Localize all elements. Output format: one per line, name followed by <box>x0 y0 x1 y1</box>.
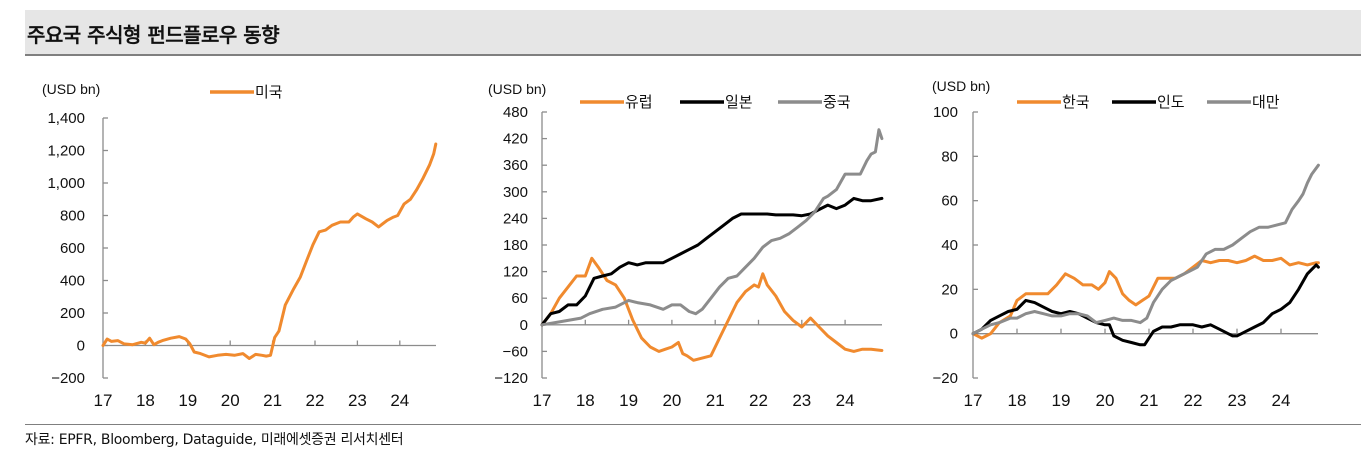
unit-label: (USD bn) <box>42 81 100 97</box>
x-tick-label: 22 <box>1184 391 1203 410</box>
y-tick-label: 100 <box>933 104 958 121</box>
y-tick-label: 800 <box>60 208 85 225</box>
chart-europe-japan-china: (USD bn) 480 420 360 300 240 180 120 60 0 −60 −120 1… <box>488 81 884 410</box>
unit-label: (USD bn) <box>932 78 990 94</box>
y-tick-label: −20 <box>933 370 958 387</box>
y-tick-label: 20 <box>941 281 958 298</box>
x-tick-label: 22 <box>749 391 768 410</box>
x-tick-label: 24 <box>1272 391 1291 410</box>
series-line-중국 <box>540 128 884 327</box>
x-tick-label: 18 <box>1008 391 1027 410</box>
series-line-한국 <box>971 254 1320 340</box>
y-tick-label: 0 <box>950 326 958 343</box>
y-tick-label: 360 <box>503 157 528 174</box>
series-line-일본 <box>540 196 884 327</box>
series-line-유럽 <box>540 256 884 362</box>
x-tick-label: 24 <box>836 391 855 410</box>
x-tick-label: 20 <box>662 391 681 410</box>
chart-us: (USD bn) 1,400 1,200 1,000 800 600 400 200 0 −200… <box>42 81 438 410</box>
y-tick-label: 1,400 <box>47 110 85 127</box>
y-tick-label: 400 <box>60 273 85 290</box>
y-tick-label: 40 <box>941 237 958 254</box>
unit-label: (USD bn) <box>488 81 546 97</box>
y-tick-label: 420 <box>503 131 528 148</box>
legend-label: 유럽 <box>625 93 653 111</box>
title-bar: 주요국 주식형 펀드플로우 동향 <box>25 10 1361 56</box>
x-tick-label: 21 <box>706 391 725 410</box>
legend-label: 중국 <box>823 93 851 111</box>
x-tick-label: 18 <box>136 391 155 410</box>
y-tick-label: 200 <box>60 305 85 322</box>
chart-korea-india-taiwan: (USD bn) 100 80 60 40 20 0 −20 17 18 19 20 21 22 23 24 한… <box>932 78 1320 410</box>
x-tick-label: 21 <box>263 391 282 410</box>
legend-label: 미국 <box>255 83 283 101</box>
y-tick-label: 1,000 <box>47 175 85 192</box>
x-tick-label: 23 <box>792 391 811 410</box>
legend-label: 한국 <box>1062 93 1090 111</box>
y-tick-label: −120 <box>494 370 528 387</box>
x-tick-label: 22 <box>306 391 325 410</box>
y-tick-label: −200 <box>51 370 85 387</box>
x-tick-label: 23 <box>1228 391 1247 410</box>
y-tick-label: 180 <box>503 237 528 254</box>
y-tick-label: 120 <box>503 264 528 281</box>
series-line-미국 <box>101 142 438 360</box>
series-line-대만 <box>971 163 1320 336</box>
footer-divider <box>25 424 1361 425</box>
y-tick-label: 60 <box>511 290 528 307</box>
y-tick-label: 300 <box>503 184 528 201</box>
y-tick-label: 0 <box>77 338 85 355</box>
y-tick-label: 80 <box>941 148 958 165</box>
x-tick-label: 24 <box>390 391 409 410</box>
y-tick-label: 0 <box>520 317 528 334</box>
y-tick-label: 240 <box>503 210 528 227</box>
y-tick-label: 480 <box>503 104 528 121</box>
x-tick-label: 19 <box>178 391 197 410</box>
x-tick-label: 19 <box>619 391 638 410</box>
x-tick-label: 20 <box>221 391 240 410</box>
x-tick-label: 19 <box>1052 391 1071 410</box>
x-tick-label: 21 <box>1140 391 1159 410</box>
y-tick-label: 1,200 <box>47 143 85 160</box>
legend-label: 인도 <box>1157 93 1185 111</box>
page-title: 주요국 주식형 펀드플로우 동향 <box>27 23 280 47</box>
y-tick-label: −60 <box>503 343 528 360</box>
source-note: 자료: EPFR, Bloomberg, Dataguide, 미래에셋증권 리… <box>25 432 404 448</box>
x-tick-label: 17 <box>964 391 983 410</box>
x-tick-label: 23 <box>348 391 367 410</box>
legend-label: 일본 <box>725 93 753 111</box>
x-tick-label: 17 <box>533 391 552 410</box>
y-tick-label: 600 <box>60 240 85 257</box>
x-tick-label: 17 <box>94 391 113 410</box>
legend-label: 대만 <box>1252 93 1280 111</box>
series-line-인도 <box>971 263 1320 347</box>
x-tick-label: 18 <box>576 391 595 410</box>
x-tick-label: 20 <box>1096 391 1115 410</box>
y-tick-label: 60 <box>941 193 958 210</box>
